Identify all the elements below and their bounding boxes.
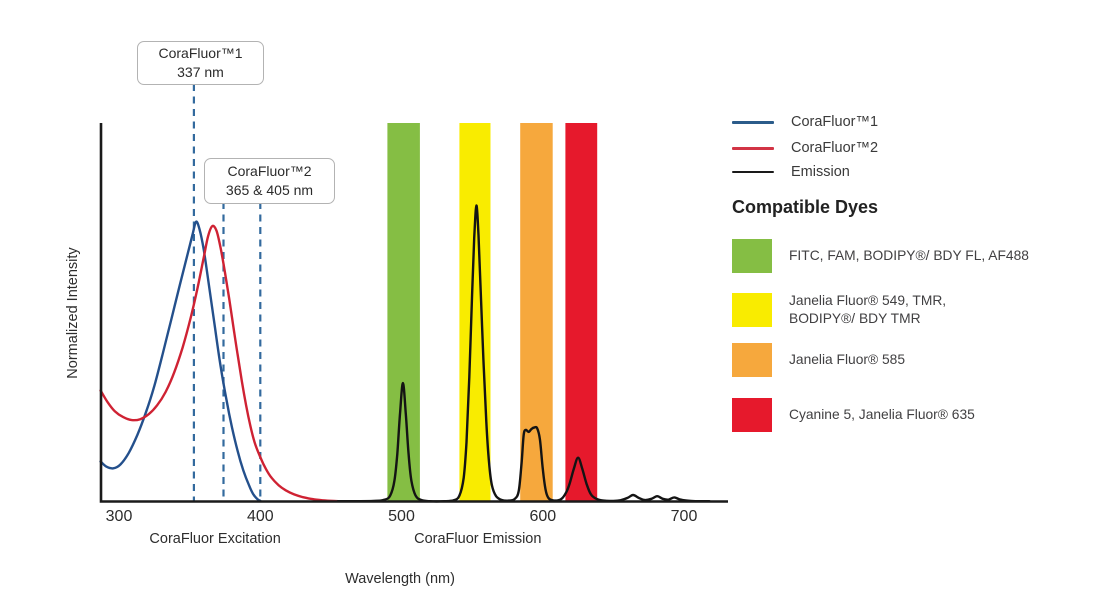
green-dye-swatch xyxy=(732,239,772,273)
x-tick-400: 400 xyxy=(247,508,274,525)
x-tick-700: 700 xyxy=(671,508,698,525)
emission-line-swatch xyxy=(732,170,774,174)
green-filter-band xyxy=(387,123,420,502)
curve-emission xyxy=(336,204,711,503)
spectra-chart: 300 400 500 600 700 CoraFluor Excitation CoraF… xyxy=(65,84,728,587)
x-axis-title: Wavelength (nm) xyxy=(345,571,455,587)
dye-row-yellow: Janelia Fluor® 549, TMR, BODIPY®/ BDY TM… xyxy=(732,292,946,328)
legend-item-emission: Emission xyxy=(732,163,850,181)
section-label-excitation: CoraFluor Excitation xyxy=(149,531,280,547)
y-axis-title: Normalized Intensity xyxy=(65,247,81,379)
dye-label-orange: Janelia Fluor® 585 xyxy=(789,352,906,367)
annotation-corafluor1: CoraFluor™1 337 nm xyxy=(137,41,264,85)
yellow-filter-band xyxy=(459,123,491,502)
x-tick-500: 500 xyxy=(388,508,415,525)
orange-filter-band xyxy=(520,123,553,502)
section-label-emission: CoraFluor Emission xyxy=(414,531,541,547)
dye-row-red: Cyanine 5, Janelia Fluor® 635 xyxy=(732,398,975,432)
legend-label-corafluor1: CoraFluor™1 xyxy=(791,114,879,130)
dye-label-yellow-line2: BODIPY®/ BDY TMR xyxy=(789,311,921,326)
x-tick-300: 300 xyxy=(106,508,133,525)
red-filter-band xyxy=(565,123,598,502)
annotation-corafluor2-value: 365 & 405 nm xyxy=(225,182,314,198)
dye-label-yellow-line1: Janelia Fluor® 549, TMR, xyxy=(789,293,947,308)
dye-row-orange: Janelia Fluor® 585 xyxy=(732,343,905,377)
x-tick-600: 600 xyxy=(529,508,556,525)
legend-panel: CoraFluor™1 CoraFluor™2 Emission Compati… xyxy=(732,0,1110,612)
annotation-corafluor1-value: 337 nm xyxy=(177,64,224,80)
orange-dye-swatch xyxy=(732,343,772,377)
curve-corafluor1-excitation xyxy=(99,220,262,503)
corafluor1-line-swatch xyxy=(732,120,774,124)
legend-label-emission: Emission xyxy=(791,164,850,180)
corafluor2-line-swatch xyxy=(732,146,774,150)
annotation-corafluor1-title: CoraFluor™1 xyxy=(158,45,243,61)
annotation-corafluor2: CoraFluor™2 365 & 405 nm xyxy=(204,158,335,204)
annotation-corafluor2-title: CoraFluor™2 xyxy=(227,163,312,179)
yellow-dye-swatch xyxy=(732,293,772,327)
curve-corafluor2-excitation xyxy=(99,224,344,503)
dye-label-red: Cyanine 5, Janelia Fluor® 635 xyxy=(789,407,975,422)
legend-label-corafluor2: CoraFluor™2 xyxy=(791,140,879,156)
dye-label-green: FITC, FAM, BODIPY®/ BDY FL, AF488 xyxy=(789,248,1029,263)
axes-spines xyxy=(99,123,728,503)
legend-item-corafluor2: CoraFluor™2 xyxy=(732,139,878,157)
legend-item-corafluor1: CoraFluor™1 xyxy=(732,113,878,131)
dye-row-green: FITC, FAM, BODIPY®/ BDY FL, AF488 xyxy=(732,239,1029,273)
red-dye-swatch xyxy=(732,398,772,432)
compatible-dyes-heading: Compatible Dyes xyxy=(732,197,879,217)
